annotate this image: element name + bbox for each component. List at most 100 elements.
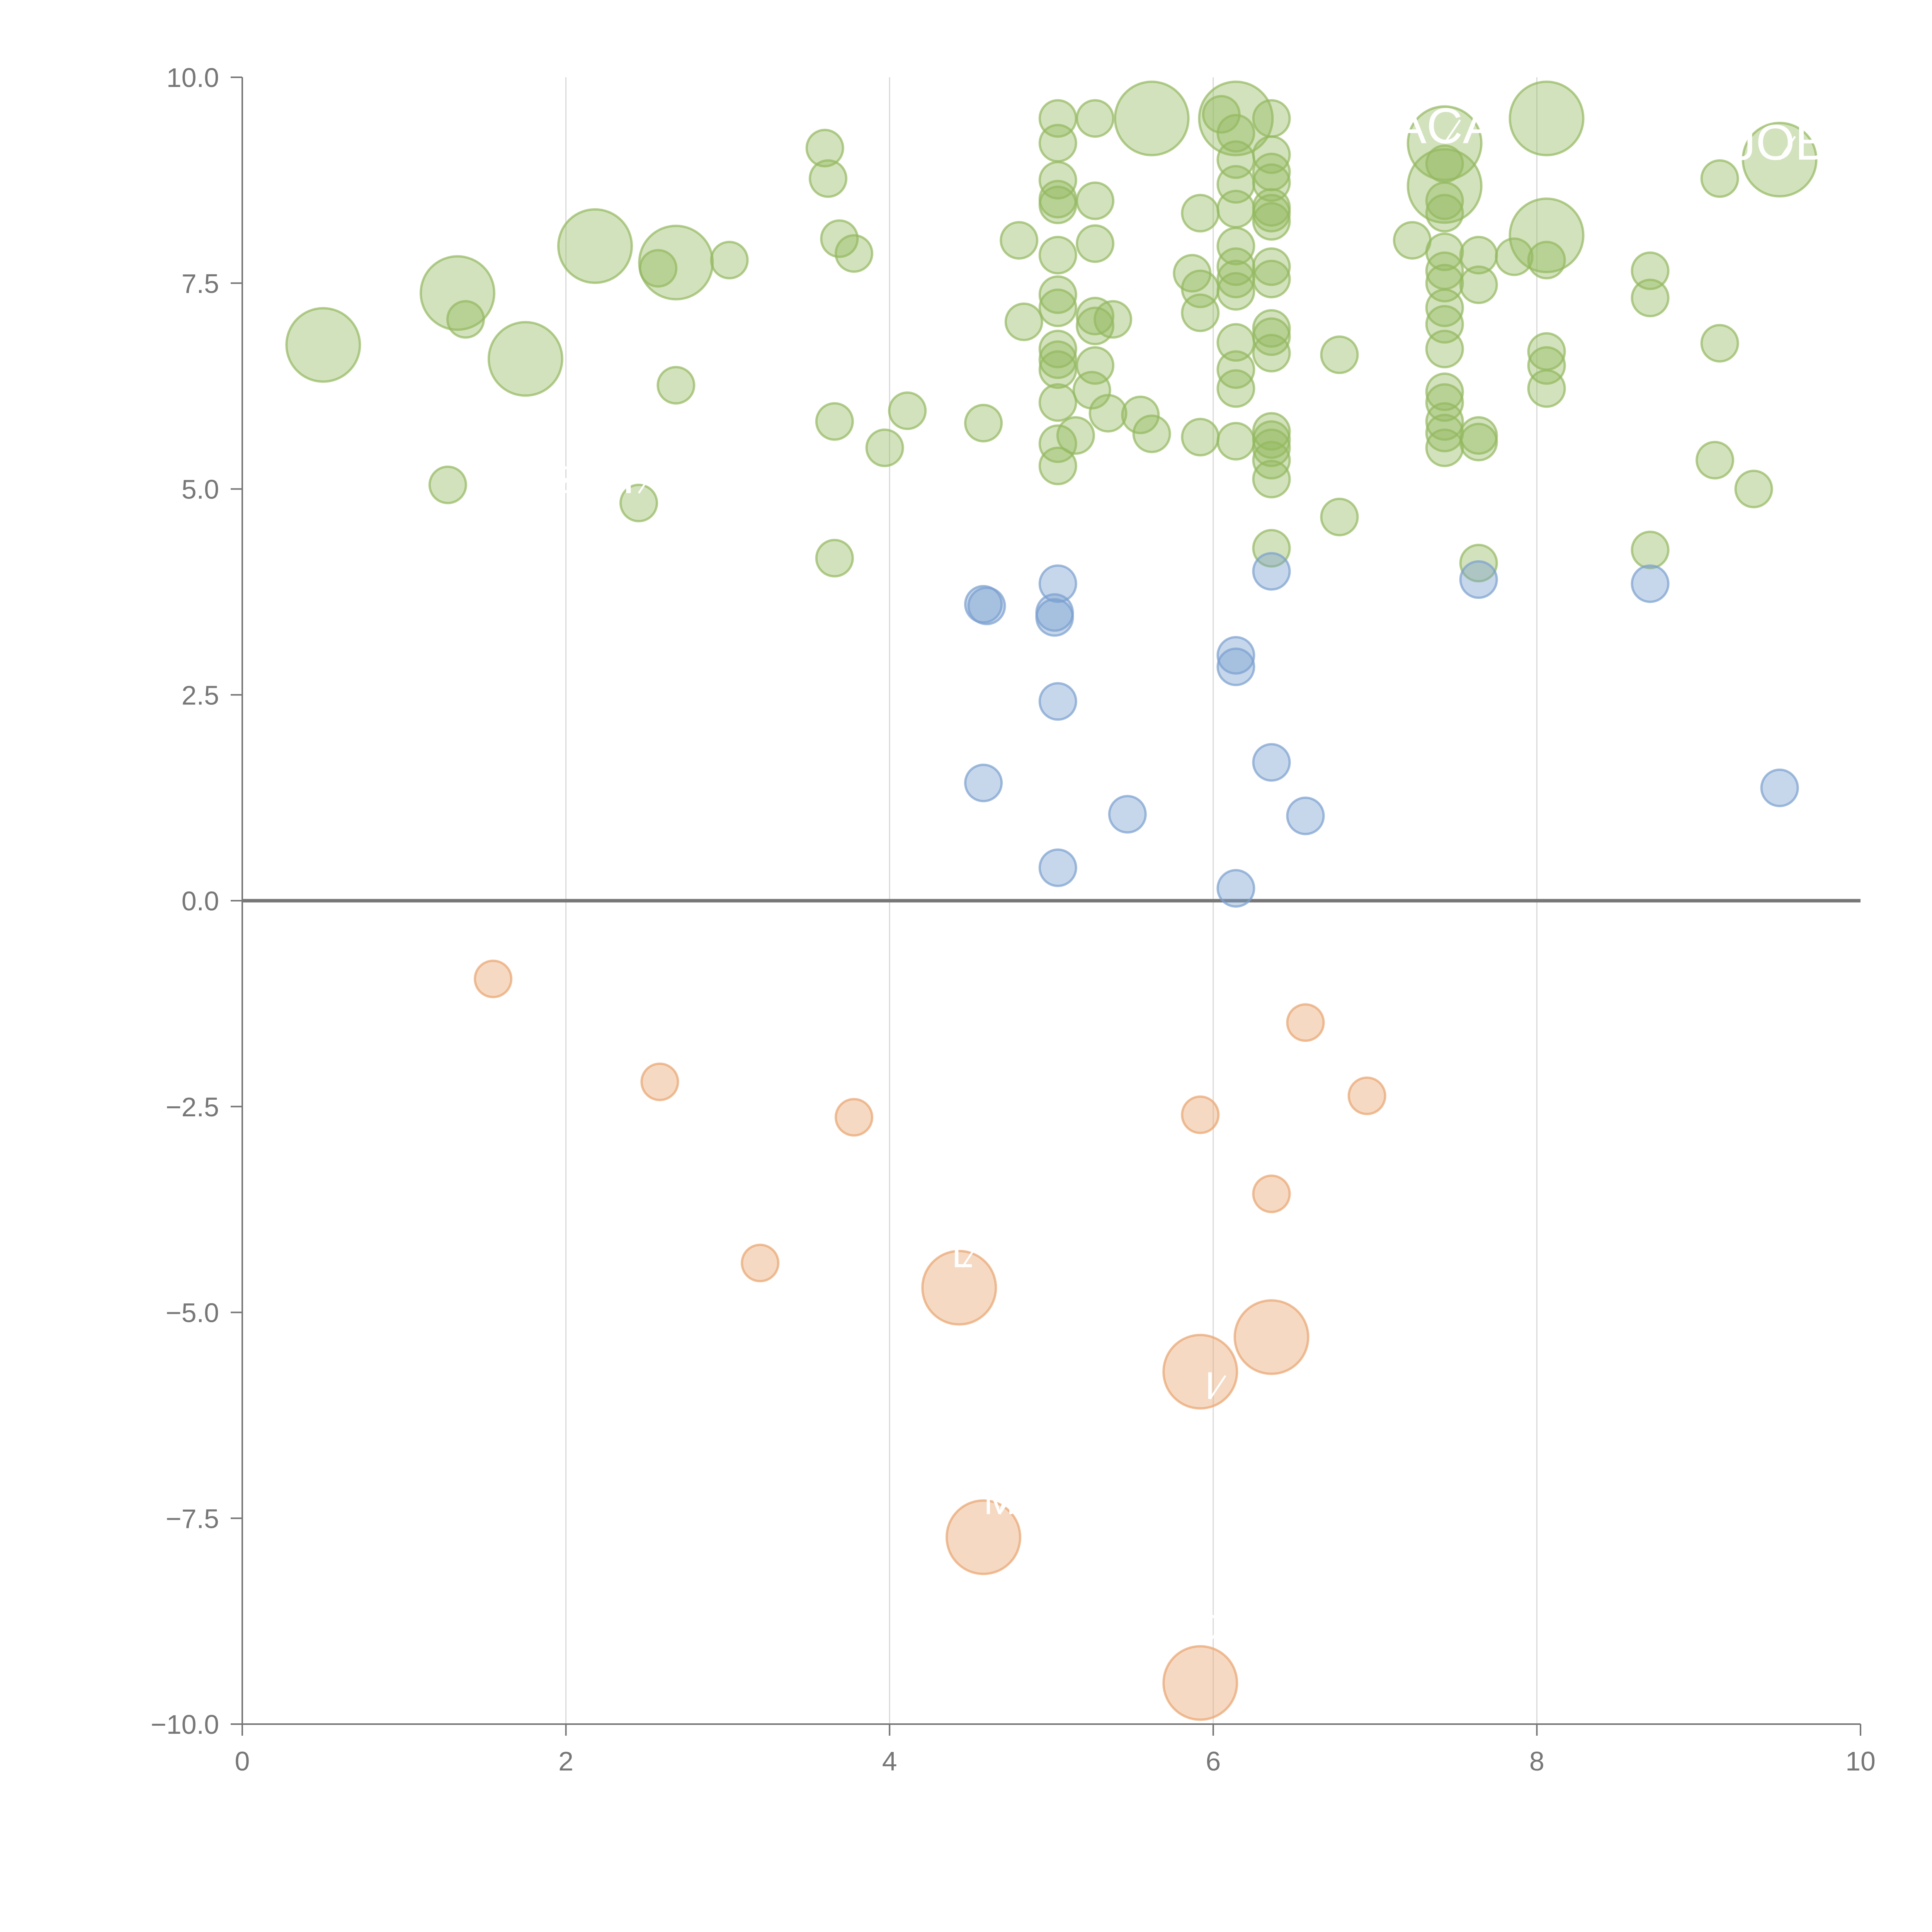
positive-bubble	[1038, 236, 1077, 275]
neutral-bubble	[1252, 552, 1291, 591]
positive-bubble	[1320, 335, 1359, 374]
positive-bubble	[1527, 241, 1566, 280]
y-tick-label: 10.0	[167, 63, 219, 93]
axis-layer: 10.0 7.5 5.0 2.5 0.0 −2.5 −5.0 −7.5 −10.0 0 2 4 6 8 10	[151, 63, 1876, 1776]
positive-bubble	[1252, 202, 1291, 241]
positive-bubble	[1076, 224, 1115, 263]
positive-bubble	[1088, 394, 1128, 433]
y-tick-label: −2.5	[166, 1092, 219, 1122]
annotation-leader	[1444, 119, 1461, 144]
positive-bubble	[1425, 428, 1464, 467]
positive-bubble	[1094, 300, 1133, 339]
y-tick-label: 0.0	[182, 886, 219, 916]
x-tick-label: 10	[1845, 1746, 1876, 1776]
positive-bubble	[1700, 324, 1739, 363]
x-tick-label: 2	[558, 1746, 573, 1776]
bubble-annotation-label: JOB	[1731, 114, 1828, 170]
y-tick-label: 5.0	[182, 474, 219, 505]
annotation-leader	[638, 469, 655, 494]
positive-bubble	[1495, 237, 1534, 276]
annotation-layer: ACA JOB P E L V I M T	[545, 97, 1828, 1650]
annotation-leader	[1209, 1375, 1226, 1400]
neutral-bubble	[1760, 769, 1799, 808]
positive-bubble	[1425, 288, 1464, 327]
negative-bubble	[474, 959, 513, 998]
positive-bubble	[1509, 197, 1585, 274]
positive-bubble	[1393, 221, 1432, 260]
negative-bubble	[1347, 1077, 1386, 1116]
positive-bubble	[1509, 80, 1585, 156]
positive-bubble	[1038, 288, 1077, 327]
positive-bubble	[1320, 497, 1359, 536]
neutral-bubble	[1108, 795, 1147, 834]
positive-bubble	[1252, 247, 1291, 286]
positive-bubble	[1038, 330, 1077, 369]
positive-bubble	[1114, 80, 1190, 156]
positive-bubble	[1038, 340, 1077, 379]
annotation-leader	[961, 1243, 979, 1268]
annotation-leader	[998, 1490, 1016, 1515]
neutral-bubble	[1216, 636, 1255, 675]
negative-bubble	[835, 1098, 874, 1137]
y-tick-label: 7.5	[182, 269, 219, 299]
positive-bubble	[1000, 221, 1039, 260]
positive-bubble	[710, 241, 749, 280]
positive-bubble	[1459, 265, 1498, 304]
negative-bubble	[1162, 1645, 1238, 1721]
annotation-leader	[557, 469, 574, 494]
positive-bubble	[1425, 330, 1464, 369]
neutral-bubble	[1252, 743, 1291, 782]
positive-bubble	[1425, 402, 1464, 441]
neutral-bubble	[1216, 869, 1255, 908]
positive-bubble	[1425, 181, 1464, 220]
positive-bubble	[1038, 124, 1077, 163]
x-tick-label: 8	[1529, 1746, 1544, 1776]
positive-bubble	[1072, 371, 1111, 410]
annotation-leader	[1293, 1282, 1311, 1306]
positive-bubble	[1252, 459, 1291, 498]
negative-bubble	[640, 1062, 679, 1101]
positive-bubble	[1038, 446, 1077, 485]
negative-bubble	[1233, 1299, 1310, 1375]
positive-bubble	[1696, 440, 1735, 480]
positive-bubble	[865, 428, 904, 467]
positive-bubble	[1459, 423, 1498, 462]
bubble-annotation-label: I	[1205, 1364, 1216, 1407]
x-tick-label: 4	[882, 1746, 897, 1776]
y-tick-label: −7.5	[166, 1503, 219, 1534]
neutral-bubble	[1286, 796, 1325, 835]
negative-bubble	[1252, 1174, 1291, 1213]
positive-bubble	[1076, 99, 1115, 138]
positive-bubble	[815, 402, 854, 441]
positive-bubble	[1038, 350, 1077, 389]
positive-bubble	[1252, 260, 1291, 299]
annotation-leader	[1209, 1618, 1226, 1643]
x-tick-label: 6	[1206, 1746, 1221, 1776]
neutral-bubble	[1216, 647, 1255, 686]
positive-bubble	[1425, 372, 1464, 412]
positive-bubble	[487, 321, 563, 397]
positive-bubble	[1038, 275, 1077, 314]
positive-bubble	[446, 300, 485, 339]
positive-bubble	[1700, 159, 1739, 198]
positive-bubble	[557, 208, 633, 284]
positive-bubble	[1181, 194, 1220, 233]
positive-bubble	[1252, 412, 1291, 451]
positive-bubble	[1252, 428, 1291, 467]
neutral-bubble	[1038, 564, 1077, 603]
positive-bubble	[1181, 418, 1220, 457]
positive-bubble	[1631, 531, 1670, 570]
positive-bubble	[1631, 251, 1670, 290]
positive-bubble	[1631, 279, 1670, 318]
negative-bubble	[1162, 1333, 1238, 1410]
positive-bubble	[1056, 416, 1095, 455]
neutral-bubble	[1038, 682, 1077, 721]
neutral-bubble	[964, 764, 1003, 803]
positive-bubble	[1038, 383, 1077, 422]
negative-bubble	[946, 1499, 1022, 1575]
positive-bubble	[1076, 181, 1115, 220]
positive-bubble	[1132, 414, 1171, 453]
positive-bubble	[1527, 346, 1566, 385]
positive-bubble	[1252, 333, 1291, 372]
